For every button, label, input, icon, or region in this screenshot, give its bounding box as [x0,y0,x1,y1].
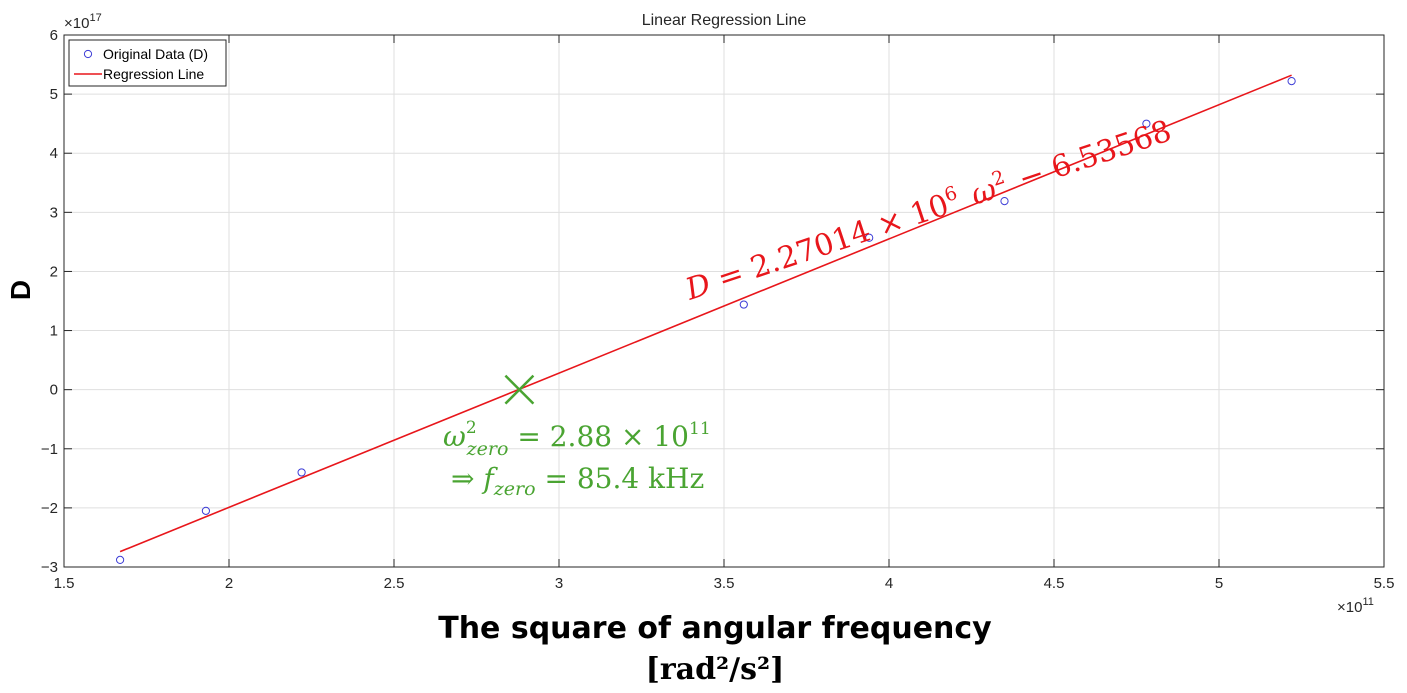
x-tick-label: 4.5 [1044,575,1065,592]
regression-line [119,74,1292,553]
legend-label-regression-line: Regression Line [103,66,204,82]
data-point [297,468,306,477]
data-points [116,77,1296,565]
y-tick-label: −2 [41,500,58,517]
x-tick-label: 1.5 [54,575,75,592]
x-tick-label: 5 [1215,575,1223,592]
y-tick-label: 1 [50,323,58,340]
x-tick-label: 5.5 [1374,575,1395,592]
legend: Original Data (D) Regression Line [68,39,227,87]
x-tick-label: 2.5 [384,575,405,592]
data-point [739,300,748,309]
chart-title: Linear Regression Line [642,12,807,29]
legend-label-original-data: Original Data (D) [103,46,208,62]
data-point [1000,197,1009,206]
data-point [865,233,874,242]
y-axis-label: D [5,280,36,300]
data-point [1287,77,1296,86]
y-tick-label: 5 [50,86,58,103]
legend-box [68,39,227,87]
grid-lines [64,35,1384,567]
data-point [116,555,125,565]
y-tick-label: 2 [50,263,58,280]
y-tick-label: 6 [50,27,58,44]
y-tick-label: −1 [41,441,58,458]
x-tick-label: 4 [885,575,893,592]
x-tick-label: 3 [555,575,563,592]
y-tick-label: 4 [50,145,58,162]
zero-crossing-marker [504,374,535,405]
x-exponent-label: ×1011 [1337,596,1374,616]
data-point [201,506,210,515]
regression-line-series [119,74,1292,553]
data-point [1142,119,1151,128]
y-ticks: −3 −2 −1 0 1 2 3 4 5 6 [41,27,1384,576]
x-axis-label: The square of angular frequency [438,611,992,646]
x-ticks: 1.5 2 2.5 3 3.5 4 4.5 5 5.5 [54,35,1395,592]
zero-marker-stroke [504,374,535,405]
y-exponent-label: ×1017 [64,12,102,32]
legend-marker-original-data [83,49,93,59]
x-tick-label: 3.5 [714,575,735,592]
zero-omega-annotation: ω2 zero = 2.88 × 1011 [443,418,711,462]
y-tick-label: 0 [50,382,58,399]
y-tick-label: −3 [41,559,58,576]
x-axis-unit: [rad²/s²] [646,652,785,687]
y-tick-label: 3 [50,204,58,221]
x-tick-label: 2 [225,575,233,592]
